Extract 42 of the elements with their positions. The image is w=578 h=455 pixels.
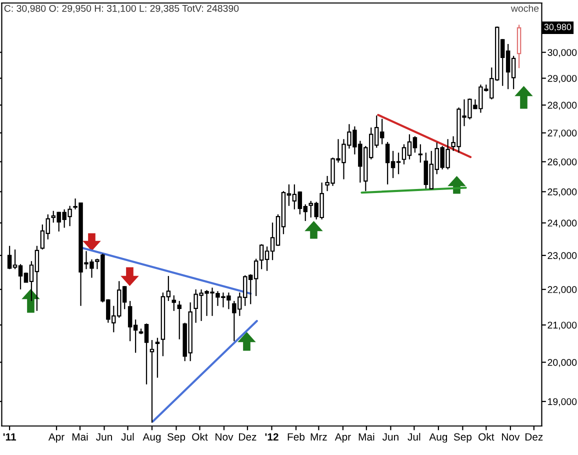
x-tick-label: Jul: [408, 432, 420, 441]
candlestick: [155, 337, 160, 378]
x-tick-label: Sep: [167, 433, 186, 443]
x-tick-label: '12: [265, 433, 278, 440]
x-tick-label: Aug: [142, 433, 161, 443]
y-tick-label: 27,000: [548, 130, 577, 138]
annotation: 30,980: [544, 24, 572, 32]
annotation: woche: [510, 4, 539, 12]
y-tick-label: 25,000: [548, 188, 577, 196]
y-tick-label: 20,000: [548, 359, 577, 368]
x-tick-label: Dez: [526, 433, 543, 441]
x-tick-label: Jul: [121, 432, 134, 441]
x-tick-label: Mai: [358, 432, 374, 441]
x-tick-label: '11: [3, 433, 16, 440]
y-tick-label: 29,000: [548, 74, 577, 84]
x-tick-label: Okt: [192, 432, 208, 441]
y-tick-label: 22,000: [548, 286, 577, 294]
x-tick-label: Feb: [288, 432, 305, 441]
candlestick: [172, 294, 176, 312]
y-tick-label: 26,000: [548, 158, 577, 166]
y-tick-label: 23,000: [548, 252, 577, 260]
x-tick-label: Jun: [96, 433, 112, 441]
candlestick: [177, 300, 182, 340]
x-tick-label: Mai: [72, 432, 88, 441]
candlestick: [418, 144, 423, 164]
y-tick-label: 19,000: [548, 398, 577, 406]
chart-title: C: 30,980 O: 29,950 H: 31,100 L: 29,385 TotV: 248390: [4, 4, 239, 13]
x-tick-label: Apr: [334, 433, 351, 443]
y-tick-label: 28,000: [548, 102, 577, 110]
x-tick-label: Aug: [429, 433, 448, 443]
y-tick-label: 30,000: [548, 49, 577, 58]
x-tick-label: Sep: [454, 433, 472, 443]
x-tick-label: Jun: [382, 433, 398, 441]
y-tick-label: 21,000: [548, 322, 577, 330]
x-tick-label: Okt: [478, 432, 494, 441]
x-tick-label: Dez: [239, 433, 256, 441]
x-tick-label: Mrz: [310, 433, 327, 440]
x-tick-label: Nov: [502, 433, 520, 441]
x-tick-label: Apr: [48, 433, 64, 443]
y-tick-label: 24,000: [548, 220, 577, 228]
candlestick: [150, 339, 154, 424]
x-tick-label: Nov: [216, 433, 234, 441]
